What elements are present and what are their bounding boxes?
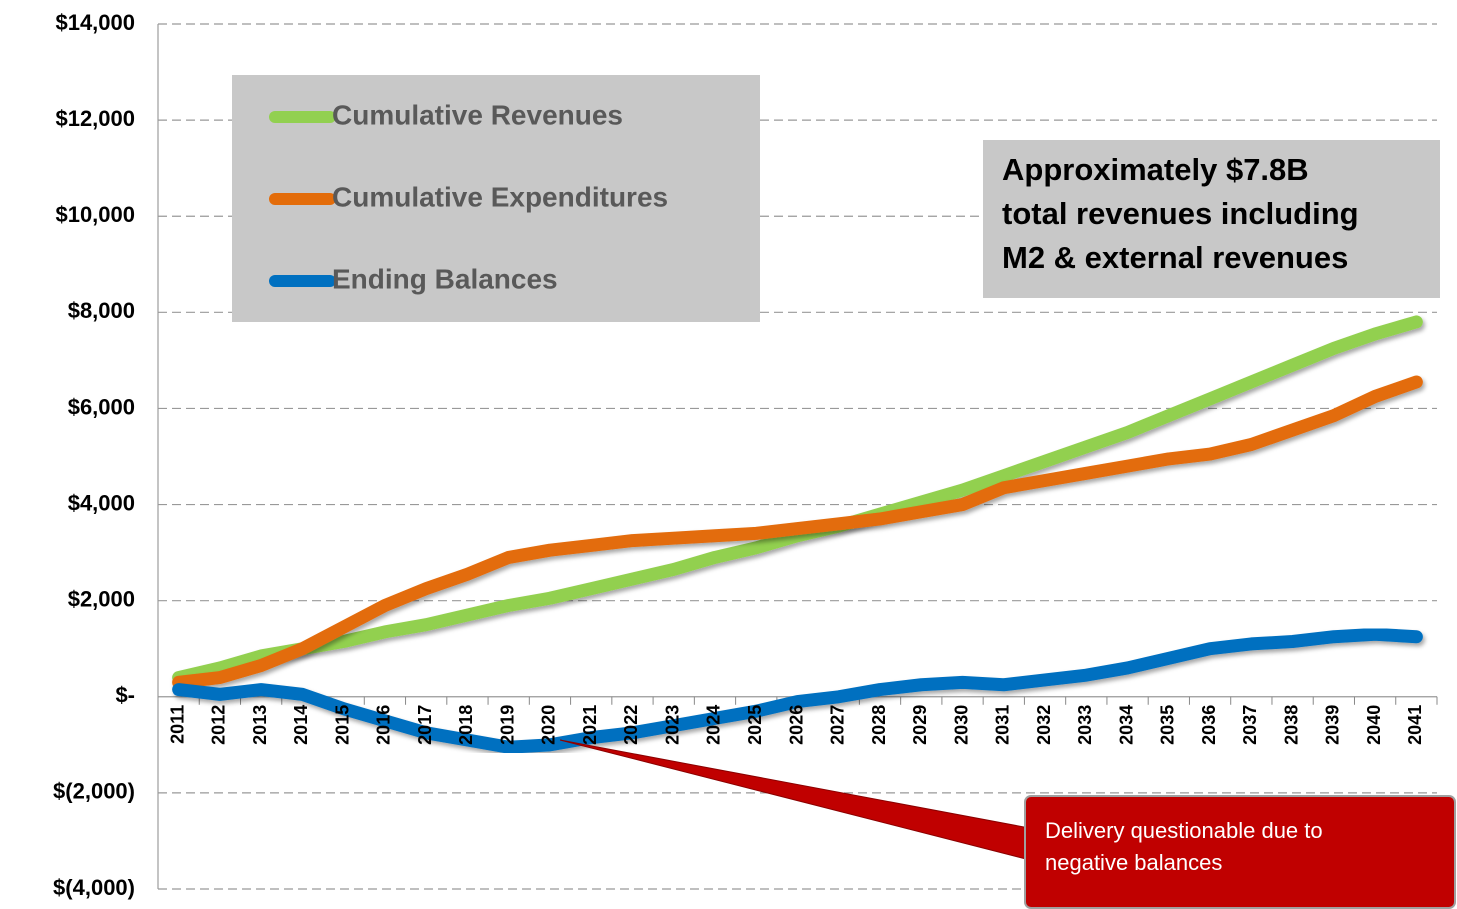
x-tick-label: 2038 bbox=[1281, 705, 1301, 745]
x-tick-label: 2026 bbox=[786, 705, 806, 745]
y-tick-label: $2,000 bbox=[68, 586, 135, 611]
x-tick-label: 2018 bbox=[456, 705, 476, 745]
callout-text: Delivery questionable due to bbox=[1045, 818, 1323, 843]
annotation: M2 & external revenues bbox=[1002, 240, 1348, 275]
x-tick-label: 2041 bbox=[1405, 705, 1425, 745]
legend-label: Ending Balances bbox=[332, 263, 558, 294]
series-line bbox=[172, 315, 1423, 685]
lines bbox=[172, 315, 1423, 754]
x-tick-label: 2024 bbox=[704, 705, 724, 745]
x-tick-label: 2015 bbox=[332, 705, 352, 745]
annotation: total revenues including bbox=[1002, 196, 1359, 231]
annotation-box bbox=[983, 140, 1440, 298]
x-tick-label: 2020 bbox=[539, 705, 559, 745]
y-tick-label: $(4,000) bbox=[53, 875, 135, 900]
x-tick-label: 2021 bbox=[580, 705, 600, 745]
y-tick-label: $4,000 bbox=[68, 490, 135, 515]
annotation: Approximately $7.8B bbox=[1002, 152, 1309, 187]
y-tick-label: $(2,000) bbox=[53, 779, 135, 804]
x-tick-label: 2034 bbox=[1116, 705, 1136, 745]
x-tick-label: 2029 bbox=[910, 705, 930, 745]
x-tick-label: 2022 bbox=[621, 705, 641, 745]
x-tick-label: 2039 bbox=[1323, 705, 1343, 745]
x-tick-label: 2023 bbox=[662, 705, 682, 745]
x-tick-label: 2035 bbox=[1158, 705, 1178, 745]
x-tick-label: 2016 bbox=[374, 705, 394, 745]
callout-pointer bbox=[559, 739, 1041, 861]
series-line bbox=[172, 627, 1423, 754]
x-tick-label: 2012 bbox=[209, 705, 229, 745]
x-tick-label: 2025 bbox=[745, 705, 765, 745]
x-tick-label: 2028 bbox=[869, 705, 889, 745]
x-tick-label: 2013 bbox=[250, 705, 270, 745]
x-tick-label: 2011 bbox=[167, 705, 187, 744]
legend-label: Cumulative Revenues bbox=[332, 99, 623, 130]
y-tick-label: $8,000 bbox=[68, 298, 135, 323]
x-tick-label: 2031 bbox=[993, 705, 1013, 745]
x-tick-label: 2037 bbox=[1240, 705, 1260, 745]
y-tick-label: $14,000 bbox=[55, 10, 135, 35]
x-tick-label: 2032 bbox=[1034, 705, 1054, 745]
x-tick-label: 2014 bbox=[291, 705, 311, 745]
x-tick-label: 2033 bbox=[1075, 705, 1095, 745]
labels: $(4,000) $(2,000) $- $2,000 $4,000 $6,000 $8,0… bbox=[53, 10, 1425, 900]
y-tick-label: $10,000 bbox=[55, 202, 135, 227]
callout-box bbox=[1024, 795, 1456, 909]
x-tick-label: 2027 bbox=[828, 705, 848, 745]
y-tick-label: $12,000 bbox=[55, 106, 135, 131]
y-tick-label: $6,000 bbox=[68, 394, 135, 419]
x-tick-label: 2017 bbox=[415, 705, 435, 745]
legend-label: Cumulative Expenditures bbox=[332, 181, 668, 212]
y-tick-label: $- bbox=[115, 683, 135, 708]
x-tick-label: 2030 bbox=[951, 705, 971, 745]
callout-text: negative balances bbox=[1045, 850, 1222, 875]
x-tick-label: 2019 bbox=[497, 705, 517, 745]
series-line bbox=[172, 375, 1423, 689]
x-tick-label: 2036 bbox=[1199, 705, 1219, 745]
x-tick-label: 2040 bbox=[1364, 705, 1384, 745]
